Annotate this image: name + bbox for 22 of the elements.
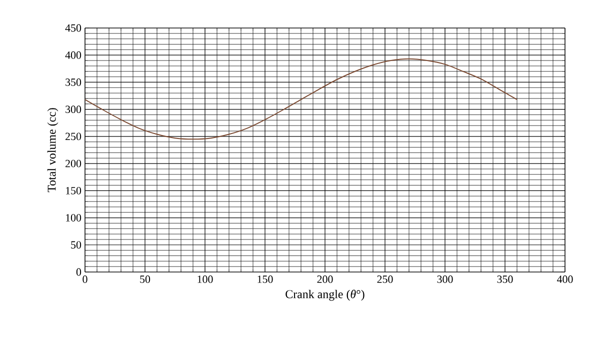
y-tick-label: 100	[66, 214, 82, 222]
x-tick-label: 200	[317, 276, 333, 283]
x-axis-title: Crank angle (θ°)	[286, 290, 364, 301]
x-tick-label: 400	[557, 276, 573, 283]
x-tick-label: 150	[258, 276, 273, 283]
x-tick-label: 300	[437, 276, 453, 283]
y-tick-label: 400	[65, 51, 82, 59]
y-tick-label: 350	[66, 78, 82, 86]
x-tick-label: 100	[198, 276, 213, 283]
y-tick-label: 250	[66, 132, 82, 140]
y-tick-label: 450	[65, 24, 82, 32]
y-tick-label: 150	[66, 186, 82, 194]
y-tick-label: 0	[76, 268, 82, 276]
x-tick-label: 350	[497, 276, 513, 283]
line-series	[85, 58, 518, 140]
x-tick-label: 0	[82, 276, 88, 283]
x-tick-label: 250	[377, 276, 393, 283]
y-axis-title: Total volume (cc)	[47, 108, 58, 192]
y-tick-label: 200	[66, 160, 82, 168]
y-tick-label: 300	[66, 106, 82, 114]
y-tick-label: 50	[71, 241, 82, 249]
x-tick-label: 50	[140, 276, 150, 283]
